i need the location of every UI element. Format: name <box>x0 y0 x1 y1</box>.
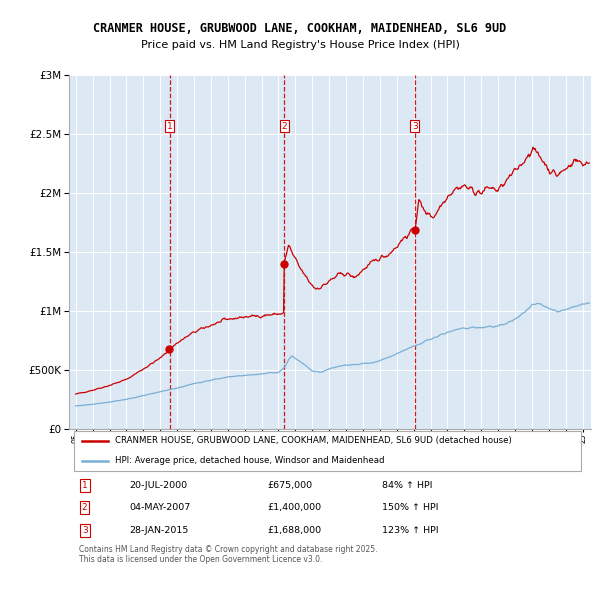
Text: £1,400,000: £1,400,000 <box>268 503 322 512</box>
Text: 2: 2 <box>281 122 287 131</box>
Text: £675,000: £675,000 <box>268 481 313 490</box>
Text: Contains HM Land Registry data © Crown copyright and database right 2025.
This d: Contains HM Land Registry data © Crown c… <box>79 545 378 564</box>
Text: 28-JAN-2015: 28-JAN-2015 <box>129 526 188 535</box>
Text: 2: 2 <box>82 503 88 512</box>
Text: 20-JUL-2000: 20-JUL-2000 <box>129 481 187 490</box>
Text: 1: 1 <box>167 122 172 131</box>
Text: CRANMER HOUSE, GRUBWOOD LANE, COOKHAM, MAIDENHEAD, SL6 9UD: CRANMER HOUSE, GRUBWOOD LANE, COOKHAM, M… <box>94 22 506 35</box>
Text: Price paid vs. HM Land Registry's House Price Index (HPI): Price paid vs. HM Land Registry's House … <box>140 40 460 50</box>
Text: 84% ↑ HPI: 84% ↑ HPI <box>382 481 433 490</box>
Text: £1,688,000: £1,688,000 <box>268 526 322 535</box>
Text: 3: 3 <box>412 122 418 131</box>
Text: HPI: Average price, detached house, Windsor and Maidenhead: HPI: Average price, detached house, Wind… <box>115 456 385 466</box>
Text: CRANMER HOUSE, GRUBWOOD LANE, COOKHAM, MAIDENHEAD, SL6 9UD (detached house): CRANMER HOUSE, GRUBWOOD LANE, COOKHAM, M… <box>115 436 512 445</box>
Text: 3: 3 <box>82 526 88 535</box>
FancyBboxPatch shape <box>74 431 581 471</box>
Text: 04-MAY-2007: 04-MAY-2007 <box>129 503 190 512</box>
Text: 1: 1 <box>82 481 88 490</box>
Text: 123% ↑ HPI: 123% ↑ HPI <box>382 526 439 535</box>
Text: 150% ↑ HPI: 150% ↑ HPI <box>382 503 439 512</box>
